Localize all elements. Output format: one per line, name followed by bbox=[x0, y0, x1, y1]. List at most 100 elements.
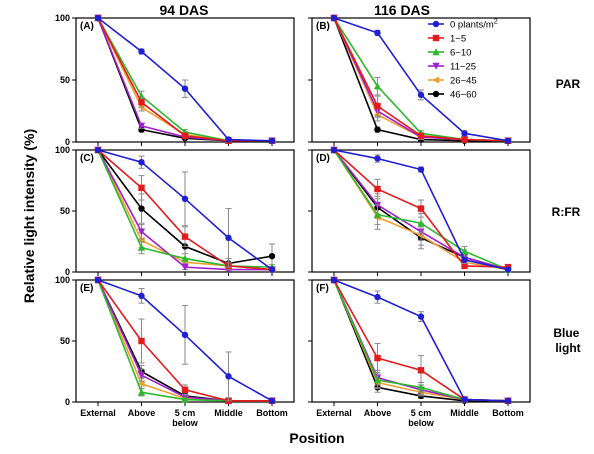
row-label-par: PAR bbox=[556, 77, 581, 91]
data-point bbox=[330, 146, 338, 154]
column-title-116-das: 116 DAS bbox=[374, 2, 430, 18]
data-point bbox=[225, 234, 232, 242]
data-point bbox=[181, 263, 189, 271]
legend: 0 plants/m2 1~5 6~10 11~25 26~45 46~60 bbox=[428, 19, 498, 101]
x-tick-label: 5 cm below bbox=[408, 408, 435, 428]
data-point bbox=[417, 166, 425, 173]
y-tick-label: 100 bbox=[55, 13, 70, 23]
x-tick-label: External bbox=[80, 408, 116, 418]
x-axis-title: Position bbox=[289, 430, 344, 446]
y-tick-label: 50 bbox=[60, 336, 70, 346]
data-point bbox=[417, 313, 425, 320]
data-point bbox=[417, 132, 425, 139]
data-point bbox=[374, 126, 381, 133]
data-point bbox=[268, 397, 276, 404]
data-point bbox=[268, 252, 276, 260]
legend-label-text: 6~10 bbox=[450, 48, 471, 59]
data-point bbox=[432, 20, 440, 28]
legend-entry: 0 plants/m2 bbox=[428, 19, 498, 31]
x-tick-label: Above bbox=[128, 408, 156, 418]
row-label-blue-light-line: light bbox=[555, 341, 580, 355]
legend-label-text: 1~5 bbox=[450, 34, 466, 45]
data-point bbox=[374, 293, 381, 301]
data-point bbox=[137, 228, 146, 236]
data-point bbox=[374, 155, 381, 162]
data-point bbox=[137, 388, 146, 396]
x-tick-label-line: Bottom bbox=[256, 408, 288, 418]
data-point bbox=[181, 195, 189, 202]
x-tick-label-line: Above bbox=[128, 408, 156, 418]
panel-label: (A) bbox=[80, 21, 94, 32]
panel-label: (F) bbox=[316, 283, 329, 294]
x-tick-label: Bottom bbox=[256, 408, 288, 418]
y-tick-label: 0 bbox=[65, 397, 70, 407]
x-tick-label-line: External bbox=[80, 408, 116, 418]
panel-c: 0 50 100 (C) bbox=[55, 145, 295, 277]
data-point bbox=[504, 266, 512, 273]
x-tick-label-line: Middle bbox=[450, 408, 479, 418]
data-point bbox=[138, 205, 145, 212]
x-tick-label: Middle bbox=[214, 408, 243, 418]
data-point bbox=[138, 184, 145, 192]
data-point bbox=[417, 91, 425, 99]
x-tick-label: External bbox=[316, 408, 352, 418]
x-tick-label: Bottom bbox=[492, 408, 524, 418]
x-tick-label-line: 5 cm bbox=[411, 408, 432, 418]
data-point bbox=[94, 146, 102, 154]
data-point bbox=[461, 256, 468, 263]
data-point bbox=[138, 159, 145, 166]
data-point bbox=[373, 82, 382, 90]
data-point bbox=[432, 90, 440, 98]
data-point bbox=[181, 233, 189, 240]
data-point bbox=[461, 136, 468, 143]
series-0 bbox=[330, 14, 512, 144]
data-point bbox=[225, 136, 232, 143]
data-point bbox=[374, 29, 381, 37]
data-point bbox=[181, 85, 189, 92]
legend-entry: 26~45 bbox=[428, 76, 477, 87]
panel-frame bbox=[311, 17, 531, 143]
row-label-blue-light: Blue light bbox=[553, 326, 582, 355]
data-point bbox=[417, 205, 425, 212]
data-point bbox=[374, 102, 381, 110]
data-point bbox=[137, 380, 145, 388]
panel-b: (B) bbox=[308, 14, 531, 146]
data-point bbox=[432, 62, 440, 70]
data-point bbox=[94, 276, 102, 284]
legend-label-text: 26~45 bbox=[450, 76, 477, 87]
x-tick-label-line: below bbox=[408, 418, 435, 428]
y-tick-label: 100 bbox=[55, 275, 70, 285]
series-0 bbox=[94, 276, 276, 404]
data-point bbox=[417, 219, 425, 227]
data-point bbox=[504, 137, 512, 144]
panel-a: 0 50 100 (A) bbox=[55, 13, 295, 147]
data-point bbox=[181, 386, 189, 393]
panel-label: (C) bbox=[80, 153, 94, 164]
x-tick-label-line: External bbox=[316, 408, 352, 418]
data-point bbox=[137, 236, 145, 244]
legend-label-text: 0 plants/m bbox=[450, 20, 494, 31]
y-tick-label: 0 bbox=[65, 137, 70, 147]
panel-e: 0 50 100 External Above 5 cm below Middle Bottom… bbox=[55, 275, 295, 428]
legend-label: 46~60 bbox=[450, 90, 477, 101]
series-0 bbox=[330, 146, 512, 273]
panel-f: External Above 5 cm below Middle Bottom (F) bbox=[308, 276, 531, 428]
panel-label: (E) bbox=[80, 283, 93, 294]
y-tick-label: 50 bbox=[60, 206, 70, 216]
y-tick-label: 100 bbox=[55, 145, 70, 155]
data-point bbox=[268, 137, 276, 144]
x-tick-label-line: Bottom bbox=[492, 408, 524, 418]
y-tick-label: 50 bbox=[60, 75, 70, 85]
data-point bbox=[417, 383, 425, 391]
x-tick-label: 5 cm below bbox=[172, 408, 199, 428]
legend-label: 6~10 bbox=[450, 48, 471, 59]
data-point bbox=[417, 367, 425, 374]
column-title-94-das: 94 DAS bbox=[159, 2, 208, 18]
legend-label: 11~25 bbox=[450, 62, 476, 73]
data-point bbox=[374, 354, 381, 362]
row-label-blue-light-line: Blue bbox=[553, 326, 579, 340]
data-point bbox=[461, 130, 468, 137]
data-point bbox=[181, 132, 189, 139]
data-point bbox=[137, 243, 146, 251]
